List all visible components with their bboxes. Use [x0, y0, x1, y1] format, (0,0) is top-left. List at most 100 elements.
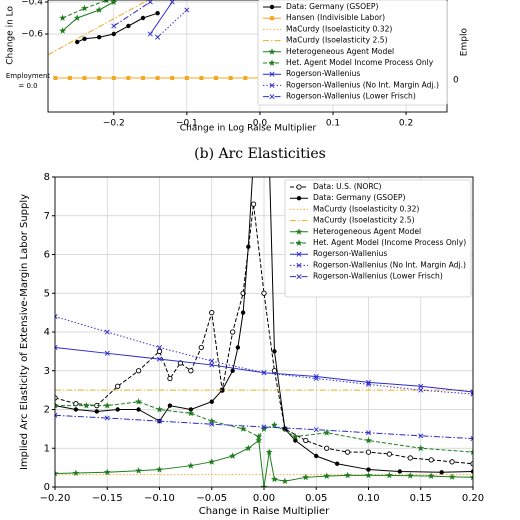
point	[313, 375, 319, 382]
point	[126, 23, 131, 29]
point	[55, 395, 58, 401]
point	[103, 468, 111, 476]
point	[366, 467, 371, 472]
point	[228, 76, 233, 80]
point	[97, 76, 102, 80]
point	[110, 0, 118, 5]
point	[59, 14, 67, 21]
point	[95, 6, 103, 13]
series-line	[62, 1, 115, 32]
point	[156, 356, 163, 362]
point	[156, 344, 163, 351]
series-line	[113, 1, 151, 27]
point	[214, 76, 219, 80]
legend-marker	[269, 4, 275, 10]
point	[303, 437, 309, 444]
point	[55, 469, 59, 477]
legend-label: Hansen (Indivisible Labor)	[286, 13, 385, 22]
point	[272, 349, 277, 354]
point	[82, 402, 90, 409]
annotation: = 0.0	[18, 82, 37, 90]
legend-marker	[295, 228, 303, 235]
point	[271, 368, 278, 374]
point	[260, 483, 268, 487]
x-tick-label: 0.2	[399, 119, 413, 129]
y-tick-label: 5	[44, 288, 50, 299]
point	[75, 39, 80, 45]
x-tick-label: 0.1	[326, 119, 340, 129]
series-line	[48, 0, 150, 56]
point	[302, 473, 310, 481]
point	[67, 76, 72, 80]
point	[469, 448, 473, 456]
point	[365, 471, 372, 479]
x-tick-label: −0.15	[92, 493, 123, 504]
point	[344, 449, 351, 455]
point	[156, 418, 163, 424]
legend-marker	[268, 59, 276, 66]
point	[55, 313, 58, 320]
point	[111, 31, 116, 37]
legend-marker	[296, 274, 302, 280]
point	[209, 358, 215, 364]
point	[323, 472, 331, 480]
point	[209, 399, 214, 404]
point	[198, 344, 204, 351]
point	[73, 14, 81, 21]
point	[439, 470, 444, 475]
point	[230, 368, 235, 373]
x-tick-label: −0.05	[196, 493, 227, 504]
legend-label: Rogerson-Wallenius (No Int. Margin Adj.)	[286, 80, 439, 89]
point	[55, 402, 59, 409]
annotation: Emplo	[460, 28, 470, 57]
caption: (b) Arc Elasticities	[194, 146, 326, 162]
legend-label: Rogerson-Wallenius (No Int. Margin Adj.)	[313, 260, 466, 269]
series-line	[62, 0, 107, 19]
point	[344, 471, 352, 479]
point	[94, 409, 100, 414]
point	[115, 407, 120, 412]
point	[135, 467, 143, 474]
legend-label: Data: Germany (GSOEP)	[286, 2, 378, 11]
legend-label: MaCurdy (Isoelasticity 2.5)	[286, 36, 388, 45]
series-line	[55, 401, 473, 453]
point	[141, 76, 145, 80]
point	[147, 31, 153, 37]
point	[187, 409, 195, 417]
point	[261, 424, 267, 430]
y-tick-label: 8	[44, 172, 50, 183]
point	[72, 469, 80, 476]
point	[188, 368, 194, 374]
point	[406, 472, 414, 479]
point	[156, 348, 163, 355]
legend-label: Data: U.S. (NORC)	[313, 182, 382, 191]
point	[469, 473, 473, 481]
annotation: 0	[453, 76, 459, 86]
point	[111, 76, 116, 80]
point	[136, 407, 141, 412]
point	[81, 4, 88, 12]
point	[140, 15, 146, 21]
point	[407, 455, 413, 461]
series-line	[55, 0, 261, 79]
legend-box	[284, 179, 472, 298]
x-tick-label: 0.20	[462, 493, 484, 504]
point	[418, 387, 424, 393]
point	[470, 469, 473, 474]
x-tick-label: −0.2	[103, 119, 125, 129]
point	[135, 368, 142, 374]
point	[167, 403, 173, 408]
point	[255, 433, 263, 440]
y-tick-label: 0	[44, 482, 50, 493]
legend-label: Het. Agent Model (Income Process Only)	[313, 238, 466, 247]
point	[261, 290, 267, 296]
legend-label: Het. Agent Model Income Process Only	[286, 58, 434, 67]
point	[271, 475, 278, 483]
axes-frame	[54, 176, 474, 488]
series-line	[149, 1, 173, 35]
point	[169, 0, 175, 5]
point	[209, 362, 215, 368]
point	[418, 383, 424, 389]
legend-label: Rogerson-Wallenius (Lower Frisch)	[286, 92, 416, 101]
point	[184, 7, 190, 13]
